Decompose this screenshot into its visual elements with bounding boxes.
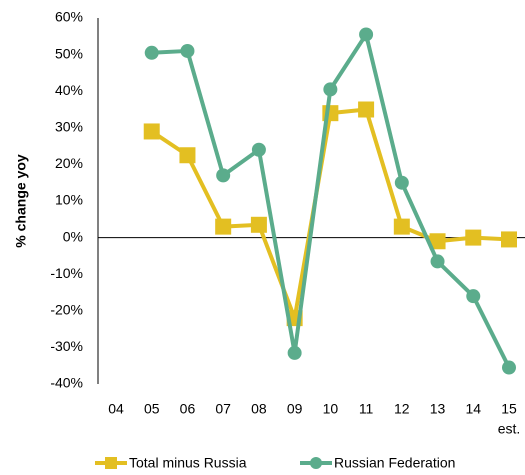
legend-marker <box>310 457 322 469</box>
y-tick-label: -20% <box>50 302 83 318</box>
data-point <box>359 27 374 42</box>
data-point <box>251 142 266 157</box>
y-tick-label: 40% <box>55 82 83 98</box>
data-point <box>429 233 446 250</box>
y-tick-label: 10% <box>55 192 83 208</box>
data-point <box>323 82 338 97</box>
x-tick-label: 15 <box>501 401 517 417</box>
data-point <box>144 45 159 60</box>
data-point <box>501 231 517 248</box>
data-point <box>394 175 409 190</box>
x-tick-label: 07 <box>215 401 231 417</box>
data-point <box>250 216 267 233</box>
data-point <box>143 123 160 140</box>
legend-label: Total minus Russia <box>129 455 247 471</box>
data-point <box>215 218 232 235</box>
y-tick-label: 20% <box>55 155 83 171</box>
data-point <box>430 254 445 269</box>
y-tick-label: 30% <box>55 119 83 135</box>
x-tick-label: 11 <box>359 401 374 417</box>
data-point <box>393 218 410 235</box>
legend-marker <box>105 457 117 469</box>
data-point <box>502 360 516 375</box>
y-tick-label: -10% <box>50 265 83 281</box>
y-tick-label: -30% <box>50 338 83 354</box>
data-point <box>466 289 481 304</box>
data-point <box>216 168 231 183</box>
y-tick-label: 50% <box>55 45 83 61</box>
x-tick-label: 14 <box>465 401 481 417</box>
x-tick-label: 06 <box>180 401 196 417</box>
x-tick-label: 04 <box>108 401 124 417</box>
x-tick-label: 12 <box>394 401 410 417</box>
x-tick-label: 09 <box>287 401 303 417</box>
series-line <box>150 107 510 321</box>
data-point <box>179 147 196 164</box>
data-point <box>287 345 302 360</box>
x-tick-label: 05 <box>144 401 160 417</box>
y-tick-label: 60% <box>55 9 83 25</box>
data-point <box>358 101 375 118</box>
data-point <box>465 229 482 246</box>
y-axis-label: % change yoy <box>13 154 29 248</box>
legend-label: Russian Federation <box>334 455 455 471</box>
y-tick-label: 0% <box>63 228 83 244</box>
x-tick-label: 10 <box>323 401 339 417</box>
x-tick-label: 13 <box>430 401 446 417</box>
y-tick-label: -40% <box>50 375 83 391</box>
x-tick-label: 08 <box>251 401 267 417</box>
x-annotation: est. <box>498 421 521 437</box>
data-point <box>180 43 195 58</box>
